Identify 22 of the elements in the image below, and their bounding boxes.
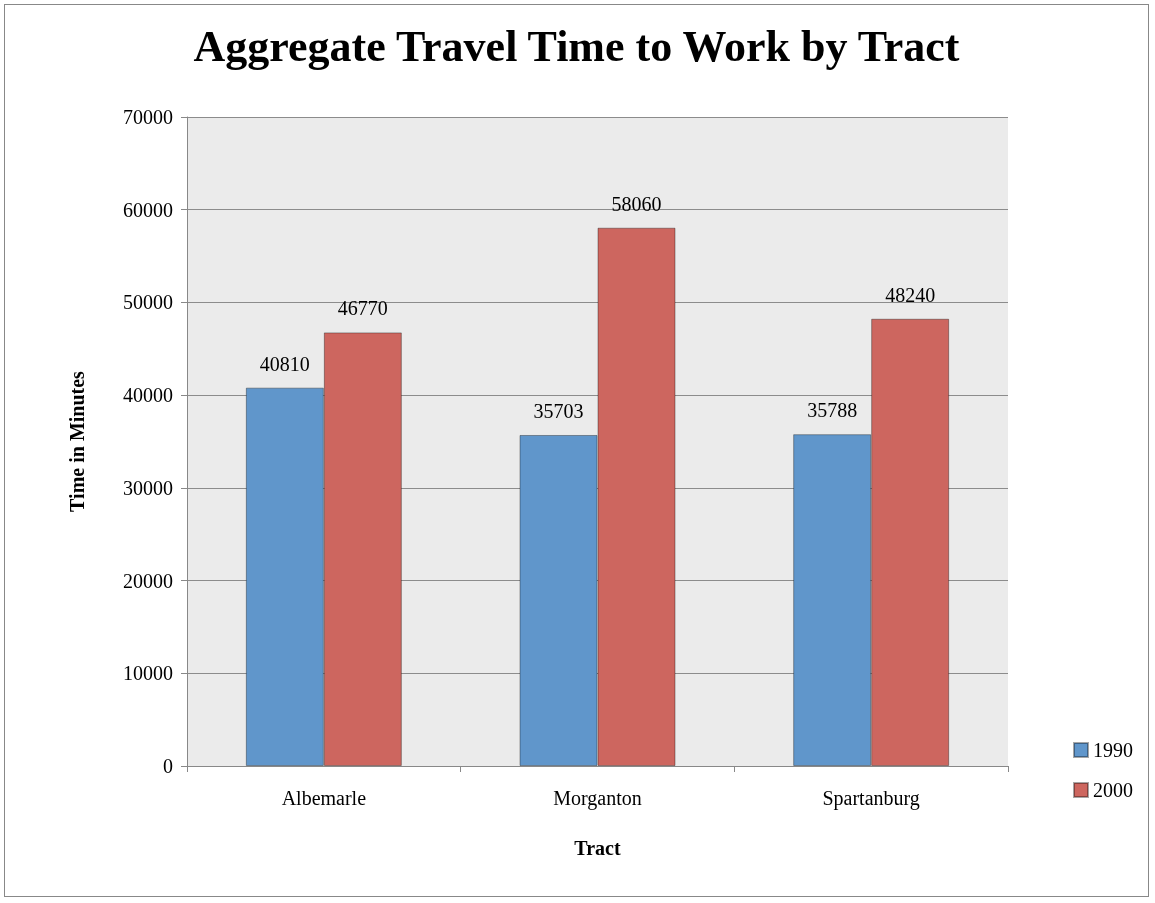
data-label: 40810 [259, 352, 310, 375]
y-tick-label: 50000 [123, 291, 173, 314]
x-axis-title: Tract [574, 837, 621, 859]
y-tick-label: 0 [163, 755, 173, 777]
y-tick-label: 20000 [123, 569, 173, 592]
y-tick-label: 60000 [123, 198, 173, 221]
data-label: 35703 [533, 399, 584, 422]
data-label: 58060 [611, 192, 662, 215]
data-label: 46770 [337, 297, 388, 320]
y-tick-label: 70000 [123, 106, 173, 128]
legend-label: 1990 [1093, 739, 1133, 761]
y-tick-label: 40000 [123, 384, 173, 407]
y-tick-label: 30000 [123, 476, 173, 499]
x-tick-label: Spartanburg [822, 787, 920, 810]
data-label: 48240 [885, 283, 936, 306]
data-label: 35788 [807, 399, 858, 422]
chart-title: Aggregate Travel Time to Work by Tract [193, 21, 960, 71]
x-tick-label: Morganton [553, 787, 642, 810]
legend-label: 2000 [1093, 779, 1133, 801]
x-tick-label: Albemarle [281, 787, 367, 809]
y-tick-label: 10000 [123, 662, 173, 685]
y-axis-title: Time in Minutes [66, 370, 88, 512]
